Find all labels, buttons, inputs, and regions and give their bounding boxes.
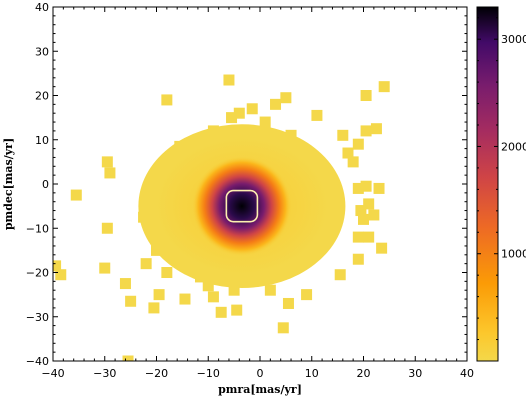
heatmap-plot	[53, 74, 390, 361]
y-tick-label: 30	[35, 45, 49, 58]
outlier-bin	[228, 284, 240, 296]
outlier-bin	[202, 280, 214, 292]
outlier-bin	[226, 112, 238, 124]
x-tick-label: 30	[408, 367, 422, 380]
density-peak-contour	[225, 189, 259, 223]
colorbar-tick-label: 2000	[501, 140, 526, 153]
outlier-bin	[352, 182, 364, 194]
outlier-bin	[207, 291, 219, 303]
y-tick-label: 10	[35, 134, 49, 147]
outlier-bin	[363, 231, 375, 243]
x-axis-title: pmra[mas/yr]	[218, 383, 302, 396]
outlier-bin	[282, 297, 294, 309]
outlier-bin	[122, 355, 134, 361]
outlier-bin	[352, 138, 364, 150]
colorbar-gradient	[476, 6, 499, 362]
y-tick-label: 20	[35, 90, 49, 103]
y-tick-label: −40	[26, 355, 49, 368]
outlier-bin	[370, 123, 382, 135]
outlier-bin	[352, 253, 364, 265]
outlier-bin	[104, 167, 116, 179]
outlier-bin	[55, 269, 67, 281]
outlier-bin	[277, 322, 289, 334]
density-peak	[192, 156, 292, 256]
outlier-bin	[360, 180, 372, 192]
outlier-bin	[119, 278, 131, 290]
outlier-bin	[264, 284, 276, 296]
outlier-bin	[101, 222, 113, 234]
outlier-bin	[53, 260, 62, 272]
outlier-bin	[360, 90, 372, 101]
y-axis-title: pmdec[mas/yr]	[2, 138, 15, 230]
outlier-bin	[373, 182, 385, 194]
outlier-bin	[223, 74, 235, 86]
x-tick-label: 40	[460, 367, 474, 380]
outlier-bin	[363, 198, 375, 210]
outlier-bin	[301, 289, 313, 301]
colorbar-tick-label: 1000	[501, 248, 526, 261]
y-tick-label: 40	[35, 1, 49, 14]
outlier-bin	[358, 213, 369, 225]
outlier-bin	[355, 205, 367, 217]
outlier-bin	[161, 267, 173, 278]
outlier-bin	[125, 295, 137, 307]
outlier-bin	[378, 81, 390, 93]
y-tick-label: −10	[26, 222, 49, 235]
outlier-bin	[334, 269, 346, 281]
outlier-bin	[311, 109, 323, 121]
outlier-bin	[233, 107, 245, 119]
x-tick-label: 10	[305, 367, 319, 380]
outlier-bin	[179, 293, 191, 305]
outlier-bin	[337, 129, 349, 141]
x-tick-label: −20	[145, 367, 168, 380]
outlier-bin	[259, 116, 271, 128]
outlier-bin	[101, 156, 113, 168]
outlier-bin	[270, 98, 282, 110]
outlier-bin	[153, 289, 165, 301]
x-tick-label: −40	[41, 367, 64, 380]
outlier-bin	[140, 258, 152, 270]
outlier-bin	[352, 231, 364, 243]
outlier-bin	[246, 103, 258, 115]
colorbar: 1000 2000 3000	[476, 6, 526, 362]
outlier-bin	[376, 242, 388, 254]
outlier-bin	[148, 302, 160, 314]
outlier-bin	[342, 147, 354, 159]
y-axis: −40 −30 −20 −10 0 10 20 30 40	[26, 1, 467, 368]
colorbar-tick-label: 3000	[501, 33, 526, 46]
outlier-bin	[99, 262, 111, 274]
y-tick-label: −30	[26, 311, 49, 324]
outlier-bin	[360, 125, 372, 137]
outlier-bin	[280, 92, 292, 104]
x-tick-label: 0	[257, 367, 264, 380]
y-tick-label: 0	[42, 178, 49, 191]
outlier-bin	[347, 156, 359, 168]
x-tick-label: −30	[93, 367, 116, 380]
outlier-bin	[368, 209, 380, 221]
outlier-bin	[231, 304, 243, 316]
y-tick-label: −20	[26, 267, 49, 280]
x-tick-label: 20	[357, 367, 371, 380]
outlier-bin	[215, 306, 227, 318]
outlier-bin	[70, 189, 82, 201]
outlier-bin	[161, 94, 173, 106]
x-tick-label: −10	[197, 367, 220, 380]
x-axis: −40 −30 −20 −10 0 10 20 30 40	[41, 7, 474, 380]
